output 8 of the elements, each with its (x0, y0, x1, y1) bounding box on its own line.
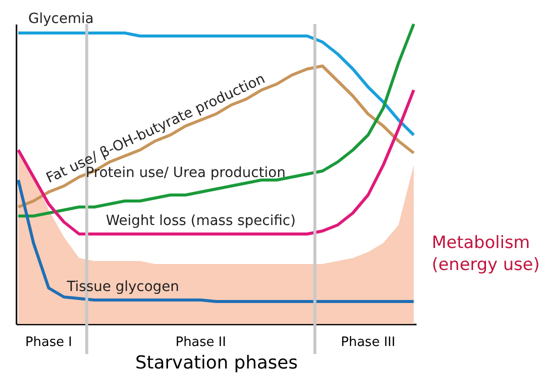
series-label: Metabolism (energy use) (432, 233, 540, 275)
series-label: Tissue glycogen (66, 279, 180, 295)
series-label: Weight loss (mass specific) (106, 213, 296, 229)
x-tick-label: Phase II (175, 335, 226, 350)
x-axis-title: Starvation phases (135, 352, 298, 374)
series-label: Glycemia (28, 11, 94, 27)
x-tick-label: Phase I (25, 335, 72, 350)
x-tick-label: Phase III (340, 335, 396, 350)
